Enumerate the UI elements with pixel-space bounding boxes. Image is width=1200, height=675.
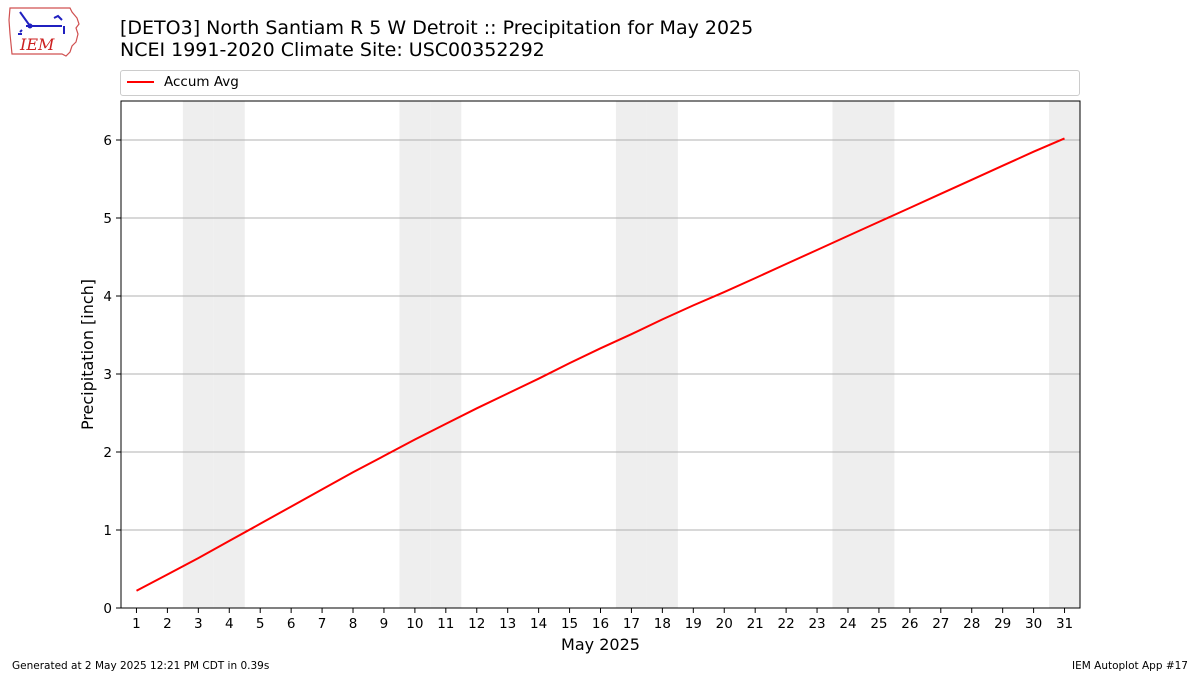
chart-title: [DETO3] North Santiam R 5 W Detroit :: P… [120,17,754,39]
y-tick-label: 4 [103,289,112,305]
y-tick-label: 0 [103,601,112,617]
weekend-shade [646,101,678,608]
x-tick-label: 21 [747,616,764,632]
x-tick-label: 1 [132,616,141,632]
x-tick-label: 19 [685,616,702,632]
x-axis-label: May 2025 [561,635,640,654]
weekend-shade [213,101,245,608]
series-line-accum-avg [136,137,1065,592]
chart-subtitle: NCEI 1991-2020 Climate Site: USC00352292 [120,39,545,61]
x-tick-label: 10 [406,616,423,632]
weekend-shade [430,101,462,608]
weekend-shade [182,101,214,608]
x-tick-label: 30 [1025,616,1042,632]
legend-swatch-accum-avg [127,81,154,83]
x-tick-label: 6 [287,616,296,632]
y-axis-label: Precipitation [inch] [78,279,97,430]
x-tick-label: 4 [225,616,234,632]
footer-app-label: IEM Autoplot App #17 [1072,660,1188,672]
x-tick-label: 2 [163,616,172,632]
x-tick-label: 29 [994,616,1011,632]
y-tick-label: 6 [103,133,112,149]
x-tick-label: 24 [839,616,856,632]
weekend-shade [399,101,431,608]
iem-logo: IEM [8,7,80,57]
weekend-shade [832,101,864,608]
iem-logo-text: IEM [19,35,55,54]
legend-label-accum-avg: Accum Avg [164,74,239,90]
y-tick-label: 2 [103,445,112,461]
x-tick-label: 20 [716,616,733,632]
x-tick-label: 25 [870,616,887,632]
x-tick-label: 31 [1056,616,1073,632]
x-tick-label: 27 [932,616,949,632]
x-tick-label: 13 [499,616,516,632]
x-tick-label: 3 [194,616,203,632]
x-tick-label: 8 [349,616,358,632]
weekend-shade [615,101,647,608]
x-tick-label: 16 [592,616,609,632]
x-tick-label: 26 [901,616,918,632]
x-tick-label: 9 [380,616,389,632]
x-tick-label: 28 [963,616,980,632]
x-tick-label: 23 [808,616,825,632]
x-tick-label: 14 [530,616,547,632]
x-tick-label: 22 [778,616,795,632]
x-tick-label: 17 [623,616,640,632]
plot-frame [120,100,1081,609]
x-tick-label: 11 [437,616,454,632]
x-tick-label: 5 [256,616,265,632]
weekend-shade [863,101,895,608]
x-tick-label: 18 [654,616,671,632]
y-tick-label: 1 [103,523,112,539]
x-tick-label: 12 [468,616,485,632]
legend: Accum Avg [120,70,1080,96]
weekend-shade [1049,101,1080,608]
x-tick-label: 7 [318,616,327,632]
footer-generated-text: Generated at 2 May 2025 12:21 PM CDT in … [12,660,270,672]
y-tick-label: 3 [103,367,112,383]
weather-instrument-icon [18,11,65,35]
x-tick-label: 15 [561,616,578,632]
y-tick-label: 5 [103,211,112,227]
